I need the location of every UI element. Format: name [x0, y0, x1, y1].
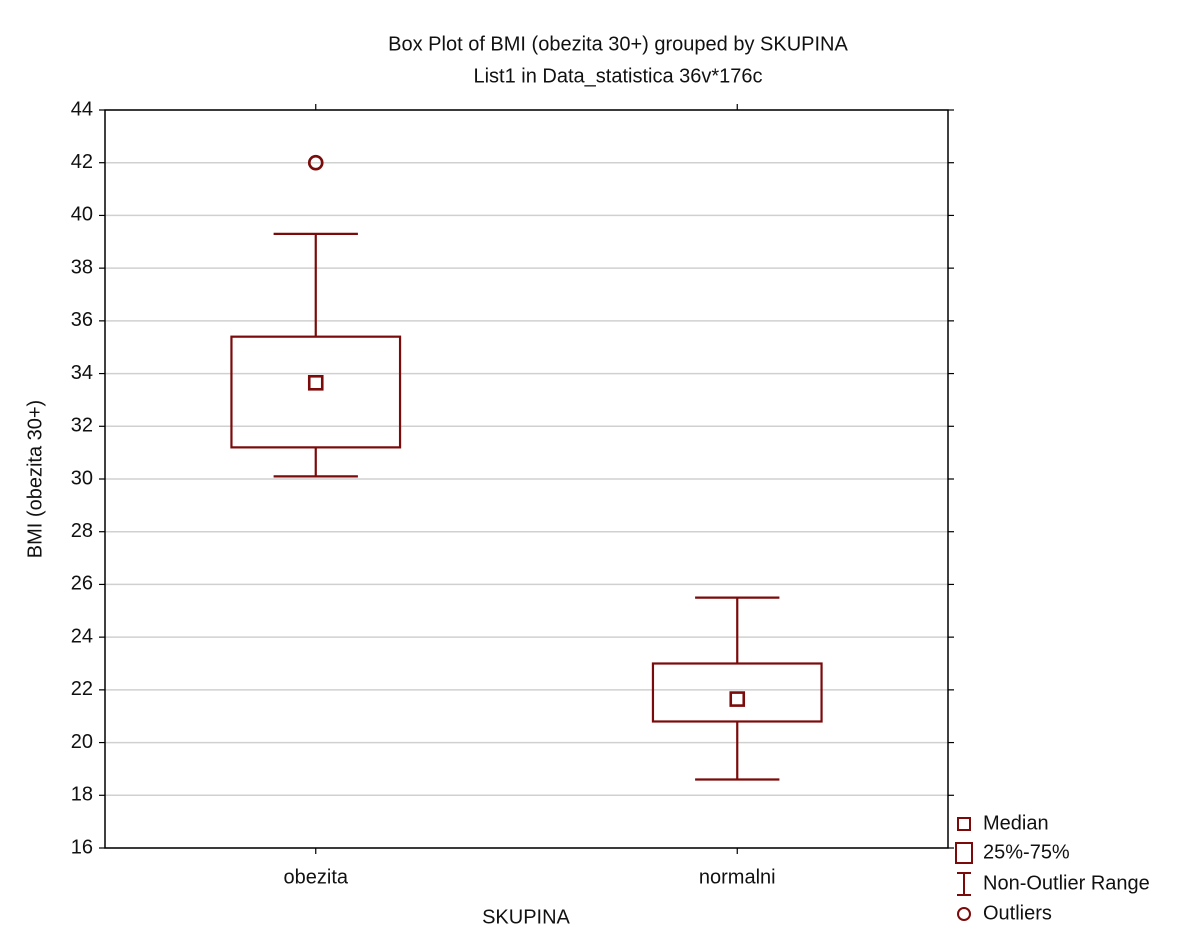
y-tick-label: 38 — [71, 256, 93, 278]
y-tick-label: 16 — [71, 836, 93, 858]
y-tick-label: 30 — [71, 467, 93, 489]
plot-frame — [104, 109, 949, 849]
y-tick-label: 24 — [71, 625, 93, 647]
median-marker — [307, 374, 324, 391]
y-tick-label: 44 — [71, 98, 93, 120]
chart-subtitle: List1 in Data_statistica 36v*176c — [473, 65, 762, 87]
y-tick-label: 40 — [71, 204, 93, 226]
y-tick-label: 36 — [71, 309, 93, 331]
legend-median-icon — [957, 817, 971, 831]
x-tick-label: normalni — [699, 866, 776, 888]
box — [651, 662, 823, 723]
chart-title: Box Plot of BMI (obezita 30+) grouped by… — [388, 33, 848, 55]
y-tick-label: 22 — [71, 678, 93, 700]
legend-label: Outliers — [983, 902, 1052, 924]
y-tick-label: 18 — [71, 784, 93, 806]
box — [230, 335, 402, 449]
median-marker — [729, 691, 746, 707]
y-tick-label: 42 — [71, 151, 93, 173]
legend-label: Non-Outlier Range — [983, 872, 1150, 894]
y-tick-label: 26 — [71, 573, 93, 595]
y-tick-label: 20 — [71, 731, 93, 753]
y-axis-label: BMI (obezita 30+) — [24, 400, 46, 558]
legend-label: Median — [983, 812, 1049, 834]
y-tick-label: 28 — [71, 520, 93, 542]
outlier — [307, 154, 324, 171]
y-tick-label: 32 — [71, 415, 93, 437]
legend-label: 25%-75% — [983, 841, 1070, 863]
legend-outlier-icon — [957, 907, 971, 921]
x-axis-label: SKUPINA — [482, 906, 570, 928]
legend-box-icon — [955, 842, 973, 864]
x-tick-label: obezita — [284, 866, 349, 888]
y-tick-label: 34 — [71, 362, 93, 384]
